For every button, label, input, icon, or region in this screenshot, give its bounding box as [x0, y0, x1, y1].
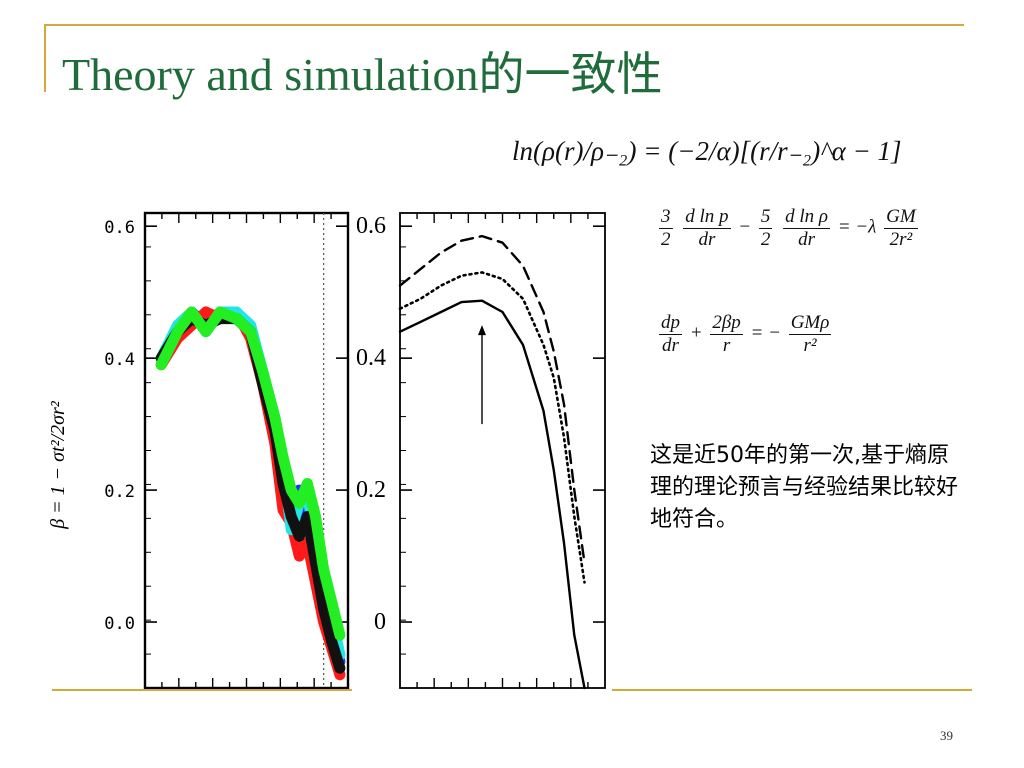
chart-left-ylabel: β = 1 − σt²/2σr²	[47, 400, 69, 530]
f3-eq: = −	[750, 322, 781, 344]
chart-right-series-1	[398, 271, 586, 584]
chart-right-ytick-label: 0.2	[356, 477, 386, 503]
chart-right-frame	[399, 212, 606, 689]
f3-a-num: dp	[659, 312, 682, 335]
chart-left-ytick-label: 0.6	[104, 218, 135, 238]
chart-right-ytick-label: 0.6	[356, 213, 386, 239]
chart-right-arrow-head	[478, 325, 486, 336]
chart-left-series-2	[155, 306, 346, 661]
chart-right-series-2	[398, 234, 586, 564]
f3-b-den: r	[722, 334, 731, 356]
title-rule-vertical	[44, 24, 46, 92]
f2-e-num: GM	[884, 206, 918, 229]
chart-left-ytick-label: 0.2	[104, 482, 135, 502]
f2-c-num: 5	[758, 206, 773, 229]
chart-left-series-4	[155, 306, 346, 641]
bottom-rule-right	[612, 689, 972, 691]
f3-c-den: r²	[803, 334, 817, 356]
chart-left-ytick-label: 0.4	[104, 350, 135, 370]
formula-jeans-equation: dp dr + 2βp r = − GMρ r²	[656, 312, 834, 357]
f3-b-num: 2βp	[710, 312, 743, 335]
f2-b-num: d ln p	[683, 206, 731, 229]
title-rule-horizontal	[44, 24, 964, 26]
f3-c-num: GMρ	[788, 312, 832, 335]
f2-c-den: 2	[760, 228, 771, 250]
f3-plus: +	[689, 322, 703, 344]
formula-density-profile: ln(ρ(r)/ρ₋₂) = (−2/α)[(r/r₋₂)^α − 1]	[512, 136, 902, 166]
bottom-rule-left	[52, 689, 352, 691]
chart-left-ytick-label: 0.0	[104, 614, 135, 634]
f3-a-den: dr	[662, 334, 679, 356]
f2-a-num: 3	[659, 206, 673, 229]
chart-right-series-0	[398, 299, 586, 690]
page-number: 39	[940, 728, 953, 743]
f2-a-den: 2	[661, 228, 671, 250]
chart-simulation-beta: 0.6 0.4 0.2 0.0 β = 1 − σt²/2σr²	[47, 211, 350, 690]
f2-b-den: dr	[698, 228, 716, 250]
f2-d-num: d ln ρ	[783, 206, 831, 229]
slide-title: Theory and simulation的一致性	[62, 49, 663, 100]
chart-theory-beta: 0.6 0.4 0.2 0	[356, 212, 606, 690]
slide-note: 这是近50年的第一次,基于熵原理的理论预言与经验结果比较好地符合。	[650, 443, 959, 532]
chart-right-ytick-label: 0	[374, 609, 386, 635]
chart-right-ytick-label: 0.4	[356, 345, 386, 371]
f2-rhs-prefix: = −λ	[837, 216, 877, 238]
f2-e-den: 2r²	[889, 228, 913, 250]
f2-d-den: dr	[798, 228, 816, 250]
